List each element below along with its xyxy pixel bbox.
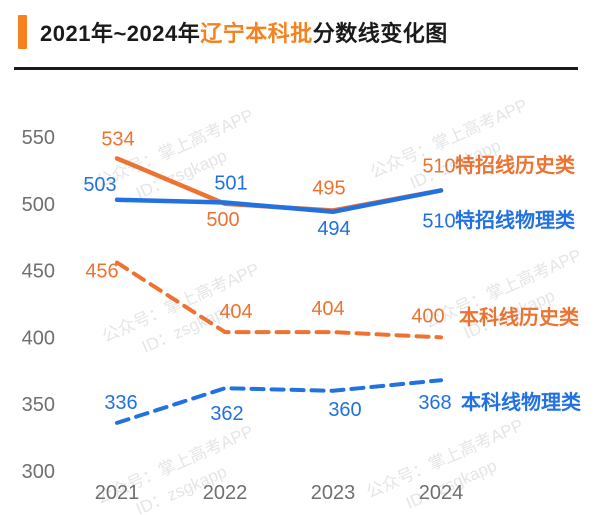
title-prefix: 2021年~2024年: [40, 21, 201, 46]
title-highlight: 辽宁本科批: [200, 21, 313, 46]
y-axis-tick: 550: [22, 127, 55, 149]
data-label: 456: [85, 261, 118, 283]
y-axis-tick: 450: [22, 261, 55, 283]
data-label: 501: [214, 172, 247, 194]
legend-label-本科线物理类: 本科线物理类: [461, 390, 581, 414]
data-label: 500: [206, 209, 239, 231]
y-axis-tick: 350: [22, 394, 55, 416]
title-suffix: 分数线变化图: [312, 21, 448, 46]
line-series-本科线历史类: [115, 260, 443, 340]
line-series-本科线物理类: [115, 378, 443, 425]
legend-label-特招线历史类: 特招线历史类: [455, 153, 575, 177]
data-label: 400: [411, 305, 444, 327]
data-label: 336: [104, 392, 137, 414]
y-axis-tick: 300: [22, 461, 55, 483]
data-label: 404: [311, 298, 344, 320]
x-axis-tick: 2022: [203, 482, 248, 504]
x-axis-tick: 2023: [311, 482, 356, 504]
divider: [14, 67, 578, 70]
data-label: 360: [328, 399, 361, 421]
data-label: 495: [312, 177, 345, 199]
legend-label-本科线历史类: 本科线历史类: [459, 305, 579, 329]
data-label: 494: [317, 218, 350, 240]
data-label: 534: [101, 128, 134, 150]
legend-label-特招线物理类: 特招线物理类: [455, 208, 575, 232]
title-accent-bar: [18, 15, 27, 49]
data-label: 404: [219, 301, 252, 323]
chart-header: 2021年~2024年辽宁本科批分数线变化图: [18, 15, 448, 49]
page-title: 2021年~2024年辽宁本科批分数线变化图: [40, 16, 448, 48]
data-label: 510: [422, 210, 455, 232]
data-label: 510: [422, 155, 455, 177]
data-label: 362: [210, 403, 243, 425]
y-axis-tick: 500: [22, 194, 55, 216]
data-label: 503: [83, 174, 116, 196]
x-axis-tick: 2024: [419, 482, 464, 504]
y-axis-tick: 400: [22, 327, 55, 349]
data-label: 368: [418, 392, 451, 414]
line-series-特招线物理类: [114, 188, 444, 215]
x-axis-tick: 2021: [95, 482, 140, 504]
